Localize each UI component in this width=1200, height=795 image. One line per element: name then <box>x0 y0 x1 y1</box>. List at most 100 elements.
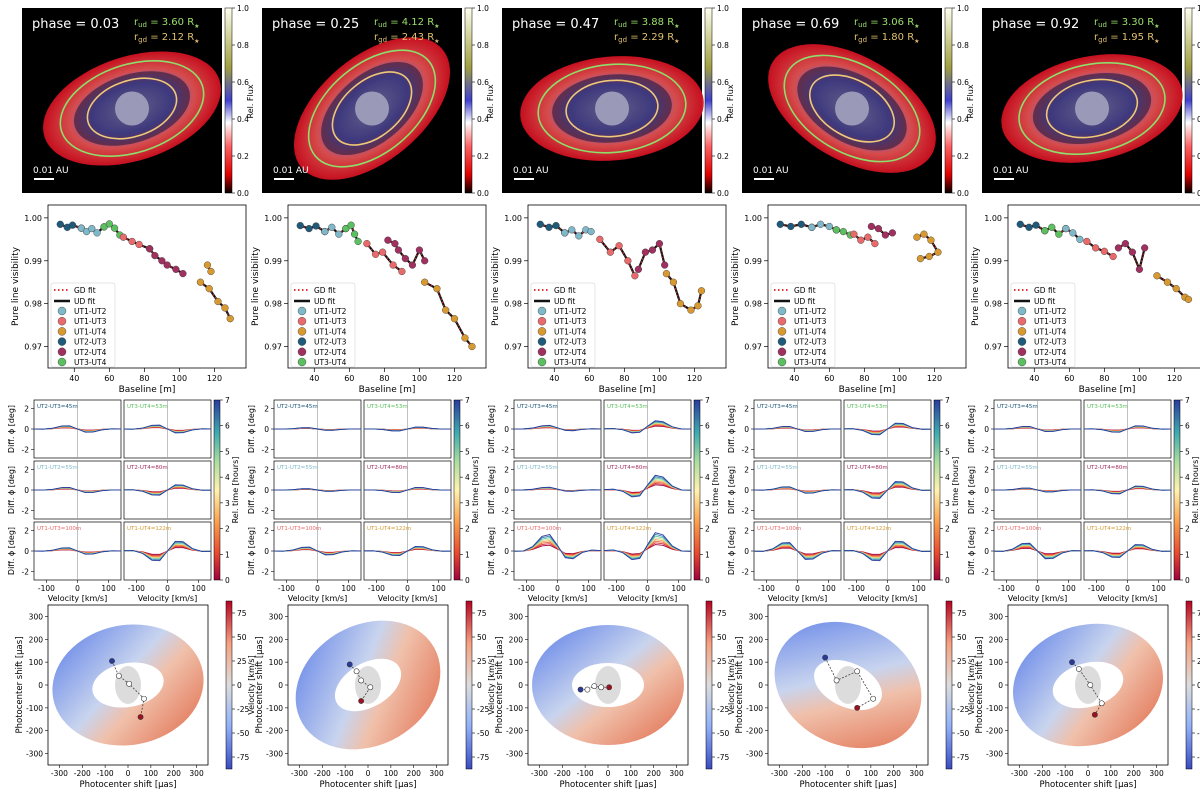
y-tick-label: 0 <box>24 425 29 434</box>
diffphase-curve <box>363 546 452 556</box>
legend-baseline-label: UT2-UT4 <box>74 348 107 357</box>
y-tick-label: 300 <box>509 612 524 621</box>
colorbar-tick-label: 0 <box>705 576 710 585</box>
visibility-point <box>135 240 143 249</box>
y-axis-label: Diff. ϕ [deg] <box>247 527 256 575</box>
baseline-label: UT2-UT4=80m <box>1087 465 1128 471</box>
legend-gd-label: GD fit <box>74 286 96 295</box>
visibility-point <box>354 237 362 246</box>
phase-label: phase = 0.25 <box>272 17 359 32</box>
flux-colorbar <box>704 7 713 194</box>
colorbar-tick-label: 75 <box>477 609 487 618</box>
visibility-point <box>389 261 397 269</box>
gd-fit-line <box>540 223 566 234</box>
y-tick-label: -200 <box>26 727 43 736</box>
x-tick-label: 300 <box>1149 769 1164 778</box>
y-axis-label: Diff. ϕ [deg] <box>247 405 256 453</box>
y-tick-label: -2 <box>502 568 510 577</box>
velocity-colorbar <box>1185 600 1193 770</box>
central-star <box>355 666 381 704</box>
x-axis-label: Photocenter shift [μas] <box>1039 780 1136 790</box>
diffphase-curve <box>843 422 932 436</box>
x-axis-label: Velocity [km/s] <box>378 594 437 603</box>
rud-symbol: r <box>854 17 859 28</box>
photocenter-point <box>1087 682 1094 688</box>
colorbar-tick-label: 0.8 <box>477 41 489 50</box>
rgd-symbol: r <box>374 32 379 43</box>
rud-symbol: r <box>374 17 379 28</box>
y-axis-label: Pure line visibility <box>971 246 981 326</box>
colorbar-label: Velocity [km/s] <box>727 655 736 714</box>
y-tick-label: -200 <box>746 727 763 736</box>
photocenter-point <box>109 658 115 664</box>
legend-baseline-label: UT3-UT4 <box>1034 358 1067 367</box>
central-star <box>1075 91 1109 126</box>
x-tick-label: 60 <box>104 374 114 383</box>
ud-fit-ellipse <box>1018 61 1166 156</box>
diffphase-curve <box>363 486 452 494</box>
colorbar-tick-label: 3 <box>225 499 230 508</box>
x-tick-label: 80 <box>1099 374 1109 383</box>
x-tick-label: 100 <box>864 769 879 778</box>
x-tick-label: -100 <box>278 584 295 593</box>
visibility-point <box>342 224 350 233</box>
legend-baseline-label: UT1-UT2 <box>1034 307 1067 316</box>
visibility-point <box>433 285 441 293</box>
star-subscript: ★ <box>674 23 679 30</box>
colorbar-tick-label: 5 <box>225 447 230 456</box>
x-tick-label: 0 <box>795 584 800 593</box>
colorbar-tick-label: -50 <box>717 729 729 738</box>
legend-baseline-label: UT1-UT3 <box>314 317 347 326</box>
colorbar-tick-label: 0.8 <box>1197 41 1200 50</box>
legend-baseline-marker <box>57 347 67 356</box>
photocenter-point <box>1069 659 1075 666</box>
x-tick-label: 60 <box>584 374 594 383</box>
colorbar-tick-label: 25 <box>237 657 247 666</box>
visibility-point <box>1114 244 1122 252</box>
rud-subscript: ud <box>1098 21 1107 29</box>
colorbar-tick-label: 7 <box>225 396 230 405</box>
rgd-value: = 2.29 R <box>627 32 674 43</box>
x-tick-label: 100 <box>412 374 427 383</box>
colorbar-tick-label: 25 <box>717 657 727 666</box>
visibility-point <box>226 315 234 323</box>
x-tick-label: 0 <box>126 769 131 778</box>
y-tick-label: 2 <box>744 404 749 413</box>
colorbar-tick-label: 5 <box>1185 447 1190 456</box>
photocenter-plot-1: -300 -200 -100 0 100 200 300 300 200 100 0 -100 -200… <box>255 600 496 790</box>
legend-baseline-label: UT2-UT3 <box>314 338 347 347</box>
colorbar-label: Rel. time [hours] <box>231 457 240 524</box>
legend-baseline-marker <box>57 306 67 316</box>
ud-fit-line <box>780 223 813 229</box>
visibility-plot-4: 40 60 80 100 120 0.97 0.98 0.99 1.00 Baseline [m]… <box>971 204 1200 395</box>
y-tick-label: 200 <box>29 635 44 644</box>
visibility-point <box>1109 252 1117 261</box>
colorbar-tick-label: 2 <box>465 525 470 534</box>
rud-subscript: ud <box>378 21 387 29</box>
velocity-colorbar <box>225 600 233 770</box>
legend-baseline-marker <box>1017 306 1027 316</box>
visibility-point <box>776 220 784 228</box>
x-tick-label: 200 <box>647 769 662 778</box>
colorbar-tick-label: 0.0 <box>717 189 729 198</box>
colorbar-label: Rel. Flux <box>246 84 255 118</box>
colorbar-tick-label: 4 <box>225 473 230 482</box>
colorbar-tick-label: 75 <box>717 609 727 618</box>
visibility-point <box>669 278 678 286</box>
ud-fit-ellipse <box>59 60 205 157</box>
colorbar-tick-label: 0 <box>465 576 470 585</box>
photocenter-point <box>854 668 861 675</box>
legend-baseline-label: UT1-UT4 <box>794 327 827 336</box>
diffphase-curve <box>123 424 212 434</box>
x-tick-label: 120 <box>927 374 942 383</box>
diffphase-panel: UT3-UT4=53m <box>603 399 692 459</box>
colorbar-tick-label: -25 <box>717 705 729 714</box>
x-tick-label: 40 <box>309 374 319 383</box>
photocenter-point <box>137 714 144 720</box>
colorbar-tick-label: 2 <box>705 525 710 534</box>
diffphase-grid-1: UT2-UT3=45m -2 0 2 Diff. ϕ [deg] UT3-UT4=53m U… <box>247 396 480 603</box>
colorbar-tick-label: 25 <box>957 657 967 666</box>
visibility-point <box>146 245 154 253</box>
